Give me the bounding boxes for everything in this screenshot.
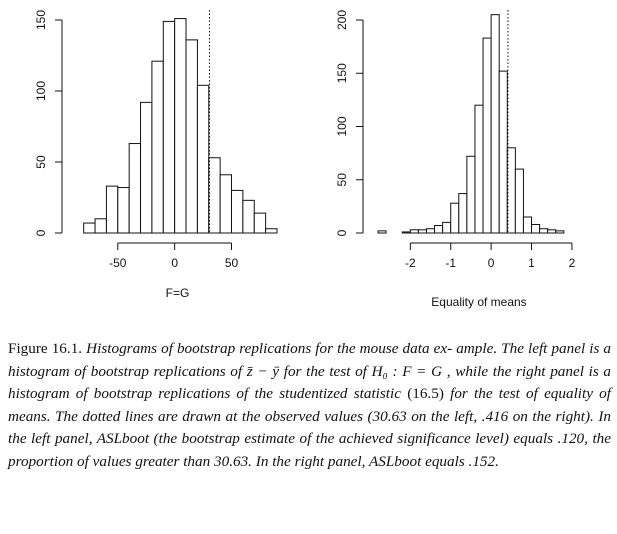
left-y-tick-label: 0 xyxy=(34,229,48,236)
caption-seg: H₀ : F = G xyxy=(371,362,443,380)
caption-seg: equals .152. xyxy=(425,452,499,470)
right-bar xyxy=(482,37,492,234)
right-bar xyxy=(425,228,436,234)
right-bar xyxy=(442,221,452,234)
right-bar xyxy=(555,230,565,234)
right-x-tick-label: 1 xyxy=(528,256,535,270)
figure-caption: Figure 16.1. Histograms of bootstrap rep… xyxy=(8,338,611,474)
left-x-tick-label: 0 xyxy=(171,256,178,270)
caption-seg: (16.5) xyxy=(407,385,444,403)
figure-svg: -50 0 50 0 50 100 150 F=G -2 -1 0 1 2 0 50 100 150 200 Equ… xyxy=(34,10,576,309)
right-bar xyxy=(490,14,500,234)
right-bar xyxy=(409,229,419,234)
caption-seg: for the test of xyxy=(283,362,372,380)
right-bar xyxy=(531,223,541,234)
caption-seg: for the test of equality of means. The d… xyxy=(8,385,611,448)
caption-body: Histograms of bootstrap replications for… xyxy=(8,340,611,470)
right-bar xyxy=(506,147,516,234)
caption-label: Figure 16.1. xyxy=(8,340,83,357)
right-bar xyxy=(547,229,557,234)
right-y-tick-label: 0 xyxy=(335,229,349,236)
right-y-tick-label: 150 xyxy=(335,63,349,83)
right-y-tick-label: 50 xyxy=(335,173,349,187)
left-y-tick-label: 150 xyxy=(34,10,48,30)
right-bar xyxy=(522,216,533,234)
right-bar xyxy=(417,229,427,234)
right-x-tick-label: -2 xyxy=(405,256,416,270)
left-bar xyxy=(208,157,221,234)
left-bar xyxy=(196,84,210,234)
right-x-tick-label: 2 xyxy=(569,256,576,270)
left-y-tick-label: 100 xyxy=(34,81,48,101)
right-bar xyxy=(539,228,549,234)
caption-seg: (the bootstrap estimate of the achieved … xyxy=(8,430,611,470)
right-bar xyxy=(377,230,387,234)
right-bar xyxy=(401,231,411,234)
right-bar xyxy=(466,155,476,234)
left-bar xyxy=(242,199,255,234)
left-y-tick-label: 50 xyxy=(34,155,48,169)
right-bar xyxy=(458,193,468,234)
right-x-axis-label: Equality of means xyxy=(431,295,526,309)
right-y-tick-label: 200 xyxy=(335,10,349,30)
left-bar xyxy=(174,18,187,234)
caption-seg: ample. The left panel is a histogram of … xyxy=(8,340,612,380)
right-bar xyxy=(474,104,484,234)
left-bar xyxy=(219,174,233,234)
caption-seg: , while the right panel is a histogram o… xyxy=(8,362,612,403)
right-x-tick-label: -1 xyxy=(445,256,456,270)
left-bar xyxy=(265,228,278,234)
right-bar xyxy=(514,168,524,234)
left-bar xyxy=(117,187,130,234)
right-bar xyxy=(434,225,444,234)
left-x-tick-label: -50 xyxy=(109,256,127,270)
left-bar xyxy=(105,185,119,234)
left-x-tick-label: 50 xyxy=(225,256,239,270)
left-bar xyxy=(128,143,142,234)
right-x-tick-label: 0 xyxy=(488,256,495,270)
caption-seg: ASLboot xyxy=(368,452,422,470)
left-bar xyxy=(83,222,96,234)
left-bar xyxy=(231,189,244,234)
left-bar xyxy=(151,60,164,234)
left-x-axis-label: F=G xyxy=(166,286,190,300)
left-histogram: -50 0 50 0 50 100 150 F=G xyxy=(34,10,278,300)
right-histogram: -2 -1 0 1 2 0 50 100 150 200 Equality of means xyxy=(335,10,576,309)
right-y-tick-label: 100 xyxy=(335,116,349,136)
left-bar xyxy=(253,212,267,234)
caption-seg: ASLboot xyxy=(96,430,150,448)
figure-panels: -50 0 50 0 50 100 150 F=G -2 -1 0 1 2 0 50 100 150 200 Equ… xyxy=(34,10,576,309)
right-bar xyxy=(498,70,508,234)
left-bar xyxy=(94,218,107,234)
left-bar xyxy=(185,39,198,234)
caption-seg: z̄ − ȳ xyxy=(246,362,280,380)
left-bar xyxy=(140,101,153,234)
right-bar xyxy=(450,202,460,234)
caption-seg: Histograms of bootstrap replications for… xyxy=(86,340,453,357)
left-bar xyxy=(162,20,176,234)
